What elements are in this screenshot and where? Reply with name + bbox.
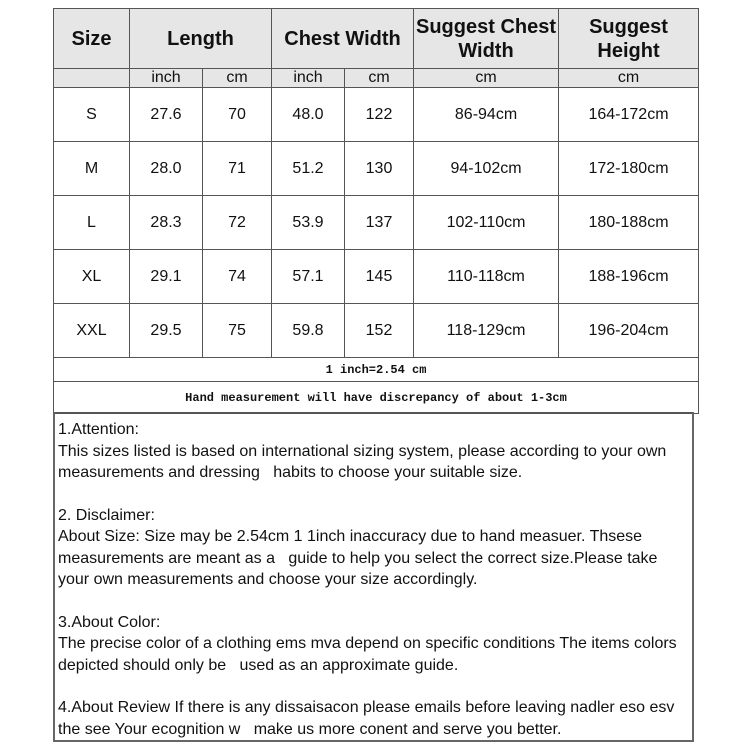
table-cell: 196-204cm: [558, 303, 700, 358]
discrepancy-row: Hand measurement will have discrepancy o…: [52, 381, 700, 414]
size-chart-table: Size Length Chest Width Suggest Chest Wi…: [52, 8, 700, 414]
table-cell: 137: [343, 195, 415, 250]
unit-cell: cm: [202, 68, 272, 88]
table-cell: 48.0: [271, 87, 345, 142]
notice-section: 1.Attention: This sizes listed is based o…: [58, 419, 689, 484]
table-cell: 53.9: [271, 195, 345, 250]
table-cell: 28.0: [129, 141, 203, 196]
table-cell: 71: [202, 141, 272, 196]
notice-section: 4.About Review If there is any dissaisac…: [58, 697, 689, 740]
conversion-note: 1 inch=2.54 cm: [52, 357, 700, 382]
unit-cell: cm: [343, 68, 415, 88]
section-title: 3.About Color:: [58, 613, 161, 631]
notes-box: 1.Attention: This sizes listed is based o…: [53, 412, 694, 742]
table-cell: 122: [343, 87, 415, 142]
unit-cell: inch: [129, 68, 203, 88]
table-cell: 70: [202, 87, 272, 142]
table-row: S 27.6 70 48.0 122 86-94cm 164-172cm: [53, 87, 700, 142]
table-cell: 27.6: [129, 87, 203, 142]
unit-cell-empty: [53, 68, 130, 88]
unit-cell: cm: [413, 68, 560, 88]
header-length: Length: [129, 8, 272, 69]
header-chest-width: Chest Width: [270, 8, 415, 69]
table-cell: L: [53, 195, 130, 250]
table-cell: 74: [202, 249, 272, 304]
table-cell: 102-110cm: [413, 195, 560, 250]
section-body: 4.About Review If there is any dissaisac…: [58, 699, 679, 738]
notice-section: 3.About Color: The precise color of a clo…: [58, 612, 689, 677]
table-cell: 29.5: [129, 303, 203, 358]
table-cell: 75: [202, 303, 272, 358]
table-cell: XL: [53, 249, 130, 304]
table-cell: S: [53, 87, 130, 142]
table-cell: M: [53, 141, 130, 196]
section-title: 2. Disclaimer:: [58, 506, 155, 524]
table-row: XL 29.1 74 57.1 145 110-118cm 188-196cm: [53, 249, 700, 304]
conversion-row: 1 inch=2.54 cm: [52, 357, 700, 382]
table-cell: 130: [343, 141, 415, 196]
discrepancy-note: Hand measurement will have discrepancy o…: [52, 381, 700, 414]
header-suggest-height: Suggest Height: [558, 8, 700, 69]
table-cell: 164-172cm: [558, 87, 700, 142]
section-body: About Size: Size may be 2.54cm 1 1inch i…: [58, 528, 662, 588]
table-cell: 28.3: [129, 195, 203, 250]
table-cell: 57.1: [271, 249, 345, 304]
notice-section: 2. Disclaimer: About Size: Size may be 2.…: [58, 505, 689, 591]
table-cell: 94-102cm: [413, 141, 560, 196]
table-cell: 51.2: [271, 141, 345, 196]
table-cell: 152: [343, 303, 415, 358]
table-cell: 29.1: [129, 249, 203, 304]
table-cell: 110-118cm: [413, 249, 560, 304]
table-cell: 172-180cm: [558, 141, 700, 196]
table-cell: 118-129cm: [413, 303, 560, 358]
section-title: 1.Attention:: [58, 421, 139, 438]
table-row: L 28.3 72 53.9 137 102-110cm 180-188cm: [53, 195, 700, 250]
header-size: Size: [53, 8, 130, 69]
unit-row: inch cm inch cm cm cm: [53, 68, 700, 88]
unit-cell: cm: [558, 68, 700, 88]
section-body: This sizes listed is based on internatio…: [58, 442, 671, 482]
table-row: M 28.0 71 51.2 130 94-102cm 172-180cm: [53, 141, 700, 196]
header-row: Size Length Chest Width Suggest Chest Wi…: [53, 8, 700, 69]
table-cell: 72: [202, 195, 272, 250]
table-cell: 59.8: [271, 303, 345, 358]
header-suggest-chest: Suggest Chest Width: [413, 8, 560, 69]
table-cell: XXL: [53, 303, 130, 358]
table-cell: 188-196cm: [558, 249, 700, 304]
table-cell: 86-94cm: [413, 87, 560, 142]
section-body: The precise color of a clothing ems mva …: [58, 635, 682, 674]
table-row: XXL 29.5 75 59.8 152 118-129cm 196-204cm: [53, 303, 700, 358]
table-cell: 180-188cm: [558, 195, 700, 250]
table-cell: 145: [343, 249, 415, 304]
unit-cell: inch: [271, 68, 345, 88]
